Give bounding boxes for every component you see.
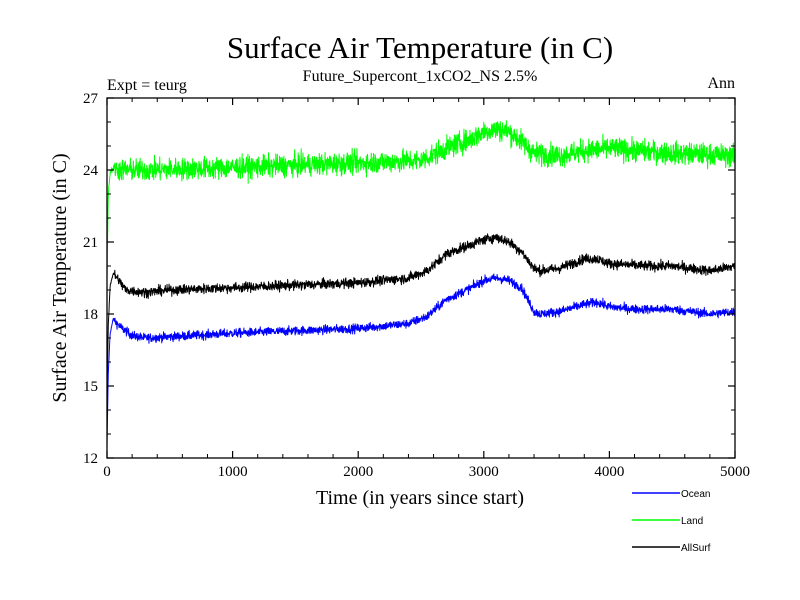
y-tick-label: 15 bbox=[83, 379, 98, 395]
series-line-ocean bbox=[106, 273, 736, 446]
y-tick-label: 27 bbox=[83, 91, 99, 107]
y-tick-label: 21 bbox=[83, 235, 98, 251]
legend-label-allsurf: AllSurf bbox=[681, 543, 711, 554]
series-layer bbox=[106, 120, 736, 446]
y-tick-label: 24 bbox=[83, 163, 99, 179]
y-tick-label: 12 bbox=[83, 451, 98, 467]
plot-frame bbox=[106, 97, 736, 459]
x-axis-label: Time (in years since start) bbox=[316, 487, 524, 509]
season-label: Ann bbox=[707, 75, 735, 92]
x-tick-label: 4000 bbox=[594, 464, 624, 480]
legend: Ocean Land AllSurf bbox=[632, 489, 711, 554]
x-tick-label: 1000 bbox=[218, 464, 248, 480]
chart-title: Surface Air Temperature (in C) bbox=[227, 30, 613, 65]
experiment-label: Expt = teurg bbox=[107, 77, 187, 94]
x-tick-label: 2000 bbox=[343, 464, 373, 480]
x-tick-label: 3000 bbox=[469, 464, 499, 480]
chart-subtitle: Future_Supercont_1xCO2_NS 2.5% bbox=[303, 68, 538, 85]
series-line-land bbox=[106, 120, 736, 280]
x-tick-label: 5000 bbox=[720, 464, 750, 480]
y-tick-label: 18 bbox=[83, 307, 98, 323]
y-axis-label: Surface Air Temperature (in C) bbox=[49, 153, 71, 402]
legend-label-land: Land bbox=[681, 516, 703, 527]
legend-label-ocean: Ocean bbox=[681, 489, 710, 500]
x-tick-label: 0 bbox=[103, 464, 111, 480]
ticks-layer: 0 1000 2000 3000 4000 5000 12 15 18 21 24 27 bbox=[83, 91, 750, 480]
series-line-allsurf bbox=[106, 233, 736, 398]
